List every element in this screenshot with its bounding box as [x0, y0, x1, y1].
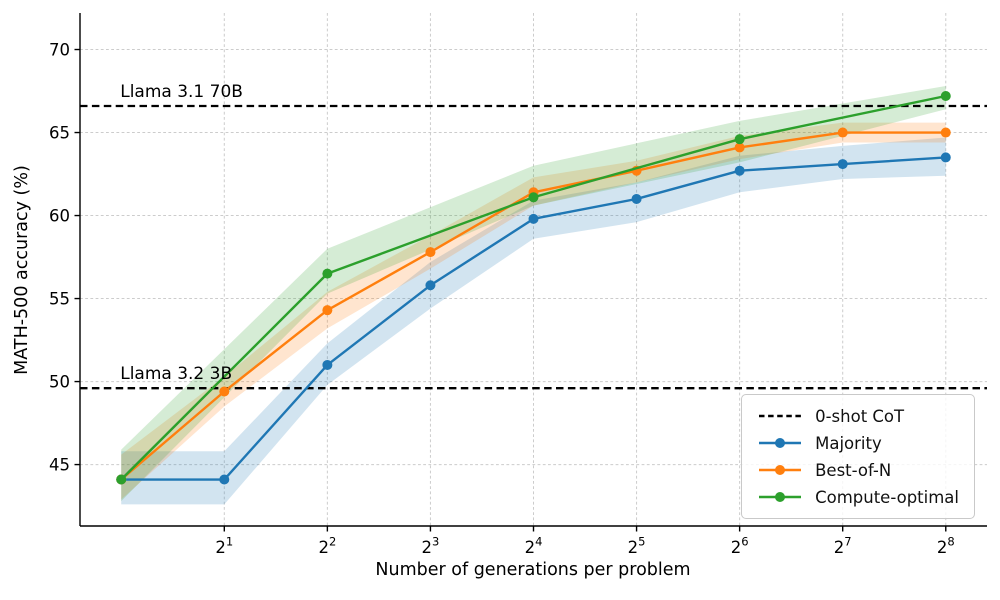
majority-marker: [219, 474, 230, 485]
majority-marker: [940, 152, 951, 163]
y-axis-label: MATH-500 accuracy (%): [12, 165, 32, 375]
legend-item-majority: Majority: [757, 433, 959, 453]
x-tick-label: 25: [628, 535, 646, 558]
compute-optimal-marker: [528, 192, 539, 203]
legend-item-compute-optimal: Compute-optimal: [757, 487, 959, 507]
legend-label: Majority: [815, 433, 882, 453]
legend-label: Compute-optimal: [815, 487, 959, 507]
majority-marker: [837, 159, 848, 170]
x-tick-label: 23: [422, 535, 440, 558]
compute-optimal-marker: [734, 134, 745, 145]
0-shot-cot-legend-sample-icon: [759, 414, 802, 418]
x-tick-label: 21: [215, 535, 233, 558]
baseline-hlines: [80, 104, 987, 390]
legend: 0-shot CoT Majority Best-of-N Compute-optim…: [741, 394, 975, 519]
y-tick-label: 60: [49, 206, 70, 225]
axes: 45 50 55 60 65 70 21 22 23 24 25 26 27 28: [49, 13, 987, 557]
y-tick-label: 65: [49, 123, 70, 142]
x-tick-label: 24: [525, 535, 543, 558]
compute-optimal-marker: [940, 91, 951, 102]
best-of-n-marker: [837, 127, 848, 138]
annotation-llama-3-1-70b: Llama 3.1 70B: [120, 81, 243, 102]
y-tick-label: 70: [49, 40, 70, 59]
majority-band: [121, 137, 946, 505]
y-tick-label: 55: [49, 289, 70, 308]
series-compute-optimal: [116, 91, 951, 485]
best-of-n-marker: [425, 247, 436, 258]
majority-marker: [631, 193, 642, 204]
majority-marker: [322, 359, 333, 370]
y-tick-label: 45: [49, 455, 70, 474]
x-axis-label: Number of generations per problem: [375, 560, 691, 580]
best-of-n-marker: [219, 386, 230, 397]
x-tick-label: 28: [937, 535, 955, 558]
legend-item-0-shot-cot: 0-shot CoT: [757, 406, 959, 426]
majority-legend-sample-icon: [759, 438, 802, 448]
x-tick-label: 26: [731, 535, 749, 558]
y-tick-label: 50: [49, 372, 70, 391]
majority-marker: [425, 280, 436, 291]
best-of-n-legend-sample-icon: [759, 465, 802, 475]
compute-optimal-marker: [116, 474, 127, 485]
legend-item-best-of-n: Best-of-N: [757, 460, 959, 480]
series-majority: [116, 152, 951, 485]
legend-label: 0-shot CoT: [815, 406, 905, 426]
legend-label: Best-of-N: [815, 460, 892, 480]
x-tick-label: 27: [834, 535, 852, 558]
best-of-n-marker: [734, 142, 745, 153]
majority-marker: [528, 213, 539, 224]
compute-optimal-band: [121, 86, 946, 502]
majority-marker: [734, 165, 745, 176]
x-tick-label: 22: [318, 535, 336, 558]
best-of-n-marker: [940, 127, 951, 138]
compute-optimal-marker: [322, 268, 333, 279]
compute-optimal-legend-sample-icon: [759, 492, 802, 502]
best-of-n-marker: [322, 305, 333, 316]
annotation-llama-3-2-3b: Llama 3.2 3B: [120, 364, 233, 385]
